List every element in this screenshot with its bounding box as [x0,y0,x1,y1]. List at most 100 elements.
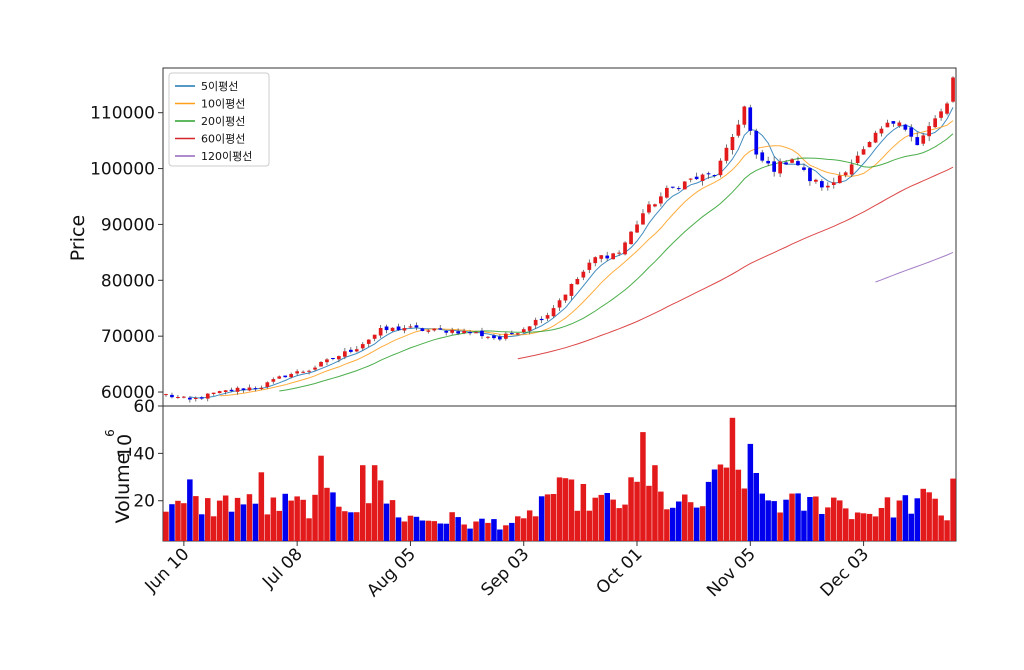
volume-bar [890,517,897,541]
volume-bar [312,494,318,541]
candle-down [670,186,675,188]
candle-up [921,135,926,144]
candle-down [712,175,717,176]
volume-bar [771,501,777,541]
candle-up [855,155,860,163]
candle-up [736,124,741,136]
candle-up [569,284,574,296]
volume-bar [407,515,414,541]
volume-bar [926,492,932,541]
volume-bar [389,500,396,541]
candle-up [635,224,639,233]
candle-up [557,300,562,308]
volume-bar [807,497,813,541]
volume-bar [485,522,491,541]
volume-bar [187,479,193,541]
candle-up [504,333,508,339]
price-axis-title: Price [67,215,89,261]
candle-up [730,137,735,150]
legend: 5이평선 10이평선 20이평선 60이평선 120이평선 [168,72,270,167]
volume-bar [634,481,640,541]
candle-up [879,128,884,134]
volume-bar [568,479,575,541]
candle-down [772,161,776,172]
volume-bar [473,521,479,541]
volume-bar [515,516,521,541]
legend-label: 20이평선 [201,115,245,128]
volume-bar [270,497,277,541]
volume-bar [300,499,306,541]
volume-bar [169,504,175,541]
candle-up [450,330,454,333]
candle-up [176,397,180,398]
volume-bar [455,517,461,541]
candle-up [402,328,407,331]
volume-bar [431,521,437,541]
volume-bar [711,469,718,541]
volume-bar [532,516,539,541]
legend-box [168,72,270,167]
volume-bar [222,495,229,541]
legend-label: 120이평선 [201,150,252,163]
volume-bar [735,469,742,541]
volume-bar [437,523,443,541]
volume-bar [777,512,783,541]
volume-bar [753,473,759,541]
volume-bar [747,443,754,541]
price-tick-label: 80000 [101,271,155,291]
candle-down [748,107,753,131]
volume-bar [276,510,282,541]
candle-down [694,176,699,180]
volume-bar [544,494,551,541]
candle-up [623,242,627,255]
volume-bar [538,496,545,541]
candle-up [354,349,359,352]
price-tick-label: 100000 [90,160,155,180]
candle-down [915,137,920,146]
candle-up [432,328,437,331]
volume-bar [383,503,390,541]
volume-bar [610,499,616,541]
candle-up [277,376,282,379]
volume-bar [556,477,563,541]
candle-up [563,294,568,301]
candle-down [760,152,765,161]
candle-down [331,358,335,359]
candle-up [826,185,830,188]
volume-bar [586,510,593,541]
candle-up [742,106,747,125]
candle-down [498,336,502,340]
candle-up [611,253,615,260]
legend-label: 5이평선 [201,80,238,93]
candle-up [700,174,705,181]
candle-up [897,122,902,126]
volume-bar [592,497,598,541]
volume-bar [676,501,682,541]
volume-bar [902,495,909,541]
candle-up [307,370,311,372]
ma20-line [279,133,954,392]
candle-up [521,329,526,333]
volume-bar [598,494,604,541]
candle-up [778,161,782,174]
ma60-line [517,166,954,360]
candle-up [295,371,299,374]
volume-bar [413,516,420,541]
candle-up [319,362,323,367]
volume-bar [163,511,169,541]
candle-up [593,257,598,264]
volume-bar [783,499,789,541]
legend-label: 60이평선 [201,133,245,146]
candle-up [211,392,216,394]
volume-bar [210,516,217,541]
price-tick-label: 60000 [101,383,155,403]
candle-up [426,330,431,332]
candle-up [527,326,532,331]
candle-up [515,333,520,335]
volume-bar [813,496,819,541]
price-tick-label: 110000 [90,104,155,124]
volume-bar [717,464,724,541]
candle-up [575,279,580,285]
candle-up [247,387,252,391]
